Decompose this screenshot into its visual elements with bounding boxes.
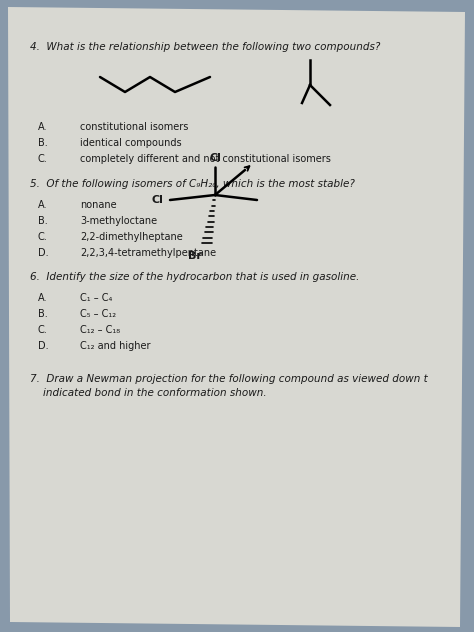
Text: 2,2,3,4-tetramethylpentane: 2,2,3,4-tetramethylpentane (80, 248, 216, 258)
Text: D.: D. (38, 341, 49, 351)
Text: C.: C. (38, 232, 48, 242)
Text: B.: B. (38, 309, 48, 319)
Text: C₅ – C₁₂: C₅ – C₁₂ (80, 309, 116, 319)
Text: constitutional isomers: constitutional isomers (80, 122, 188, 132)
Text: C.: C. (38, 154, 48, 164)
Text: indicated bond in the conformation shown.: indicated bond in the conformation shown… (30, 388, 266, 398)
Text: 3-methyloctane: 3-methyloctane (80, 216, 157, 226)
Text: A.: A. (38, 200, 47, 210)
Text: C₁₂ – C₁₈: C₁₂ – C₁₈ (80, 325, 120, 335)
Text: 2,2-dimethylheptane: 2,2-dimethylheptane (80, 232, 183, 242)
Text: C.: C. (38, 325, 48, 335)
Polygon shape (8, 7, 465, 627)
Text: 6.  Identify the size of the hydrocarbon that is used in gasoline.: 6. Identify the size of the hydrocarbon … (30, 272, 359, 282)
Text: completely different and not constitutional isomers: completely different and not constitutio… (80, 154, 331, 164)
Text: D.: D. (38, 248, 49, 258)
Text: identical compounds: identical compounds (80, 138, 182, 148)
Text: Cl: Cl (209, 153, 221, 163)
Text: C₁ – C₄: C₁ – C₄ (80, 293, 112, 303)
Text: 7.  Draw a Newman projection for the following compound as viewed down t: 7. Draw a Newman projection for the foll… (30, 374, 428, 384)
Text: 4.  What is the relationship between the following two compounds?: 4. What is the relationship between the … (30, 42, 380, 52)
Text: Br: Br (188, 251, 202, 261)
Text: A.: A. (38, 122, 47, 132)
Text: B.: B. (38, 138, 48, 148)
Text: 5.  Of the following isomers of C₉H₂₀, which is the most stable?: 5. Of the following isomers of C₉H₂₀, wh… (30, 179, 355, 189)
Text: Cl: Cl (151, 195, 163, 205)
Text: B.: B. (38, 216, 48, 226)
Text: C₁₂ and higher: C₁₂ and higher (80, 341, 151, 351)
Text: A.: A. (38, 293, 47, 303)
Text: nonane: nonane (80, 200, 117, 210)
